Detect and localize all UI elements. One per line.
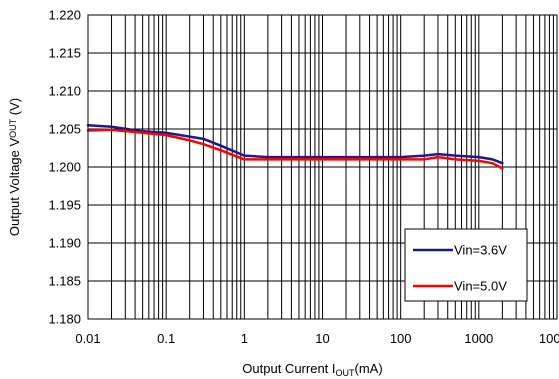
legend-box: [404, 228, 528, 302]
y-tick-label: 1.195: [48, 198, 81, 213]
y-tick-label: 1.210: [48, 84, 81, 99]
x-tick-label: 1000: [464, 331, 493, 346]
x-tick-label: 0.1: [157, 331, 175, 346]
y-tick-label: 1.205: [48, 122, 81, 137]
x-tick-label: 10: [315, 331, 329, 346]
y-axis-title-superscript: OUT: [8, 118, 18, 138]
plot-frame: [87, 14, 558, 320]
x-axis-title-subscript: OUT: [336, 368, 356, 378]
y-tick-label: 1.215: [48, 46, 81, 61]
legend: Vin=3.6V Vin=5.0V: [404, 228, 528, 302]
legend-label-vin-5-0v: Vin=5.0V: [454, 279, 507, 294]
y-tick-label: 1.190: [48, 236, 81, 251]
x-axis-ticks: 0.01 0.1 1 10 100 1000 10000: [75, 331, 559, 346]
y-tick-label: 1.200: [48, 160, 81, 175]
y-axis-ticks: 1.180 1.185 1.190 1.195 1.200 1.205 1.210 1.215…: [48, 8, 81, 327]
y-tick-label: 1.220: [48, 8, 81, 23]
x-tick-label: 100: [390, 331, 412, 346]
x-axis-title: Output Current IOUT(mA): [242, 361, 382, 378]
x-tick-label: 0.01: [75, 331, 100, 346]
legend-label-vin-3-6v: Vin=3.6V: [454, 243, 507, 258]
y-axis-title-unit: (V): [7, 98, 22, 119]
series-line-vin-3-6v: [86, 123, 504, 165]
y-tick-label: 1.180: [48, 312, 81, 327]
x-axis-title-unit: (mA): [355, 361, 383, 376]
y-tick-label: 1.185: [48, 274, 81, 289]
x-axis-title-main: Output Current I: [242, 361, 335, 376]
y-axis-title: Output Voltage VOUT (V): [7, 98, 22, 236]
x-tick-label: 1: [241, 331, 248, 346]
series-line-vin-5-0v: [86, 128, 504, 170]
x-tick-label: 10000: [539, 331, 559, 346]
y-axis-title-main: Output Voltage V: [7, 138, 22, 237]
data-series: [86, 123, 504, 170]
